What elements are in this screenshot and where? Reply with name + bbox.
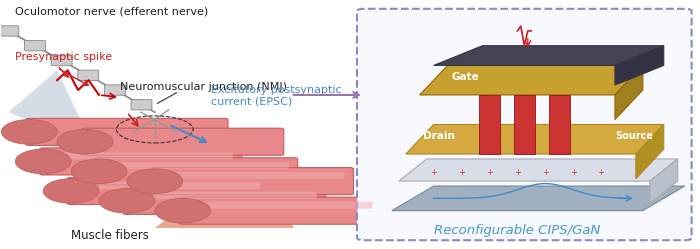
FancyBboxPatch shape [188,202,372,209]
Polygon shape [650,159,678,203]
Text: Oculomotor nerve (efferent nerve): Oculomotor nerve (efferent nerve) [15,7,209,17]
FancyBboxPatch shape [51,55,72,66]
Polygon shape [479,95,500,154]
FancyBboxPatch shape [179,197,382,224]
Ellipse shape [43,179,99,203]
Ellipse shape [127,169,183,193]
Polygon shape [636,124,664,179]
Text: +: + [458,168,465,177]
Ellipse shape [15,149,71,174]
FancyBboxPatch shape [26,118,228,145]
Text: +: + [430,168,437,177]
Ellipse shape [71,159,127,184]
Polygon shape [615,46,664,85]
Polygon shape [434,46,664,65]
Text: Reconfigurable CIPS/GaN: Reconfigurable CIPS/GaN [434,224,601,237]
FancyBboxPatch shape [49,152,233,159]
Text: Excitatory postsynaptic
current (EPSC): Excitatory postsynaptic current (EPSC) [211,85,341,107]
FancyBboxPatch shape [160,172,344,179]
Polygon shape [615,65,643,120]
Ellipse shape [1,120,57,144]
Text: Neuromuscular junction (NMJ): Neuromuscular junction (NMJ) [120,82,287,92]
FancyBboxPatch shape [40,148,242,175]
Polygon shape [392,186,685,211]
Polygon shape [8,70,92,144]
FancyBboxPatch shape [95,158,298,185]
Text: Presynaptic spike: Presynaptic spike [15,53,113,62]
FancyBboxPatch shape [78,70,99,80]
Text: Drain: Drain [424,131,455,141]
Text: +: + [486,168,493,177]
Polygon shape [549,95,570,154]
FancyBboxPatch shape [131,100,152,110]
Ellipse shape [57,129,113,154]
Polygon shape [420,65,643,95]
Text: +: + [598,168,604,177]
FancyBboxPatch shape [25,41,46,51]
FancyBboxPatch shape [68,178,270,204]
Text: +: + [542,168,549,177]
FancyBboxPatch shape [104,162,288,169]
FancyBboxPatch shape [357,9,692,240]
Text: +: + [570,168,577,177]
Text: Muscle fibers: Muscle fibers [71,229,149,242]
Polygon shape [514,95,535,154]
Ellipse shape [155,198,211,223]
FancyBboxPatch shape [123,187,326,214]
Text: Source: Source [615,131,653,141]
Text: Gate: Gate [451,72,479,82]
FancyBboxPatch shape [82,128,284,155]
FancyBboxPatch shape [132,192,316,199]
FancyBboxPatch shape [104,85,125,95]
Text: +: + [514,168,521,177]
FancyBboxPatch shape [151,168,354,195]
FancyBboxPatch shape [77,182,261,189]
Polygon shape [399,159,678,181]
Polygon shape [406,124,664,154]
Ellipse shape [99,188,155,213]
Polygon shape [155,161,294,228]
FancyBboxPatch shape [0,26,19,36]
